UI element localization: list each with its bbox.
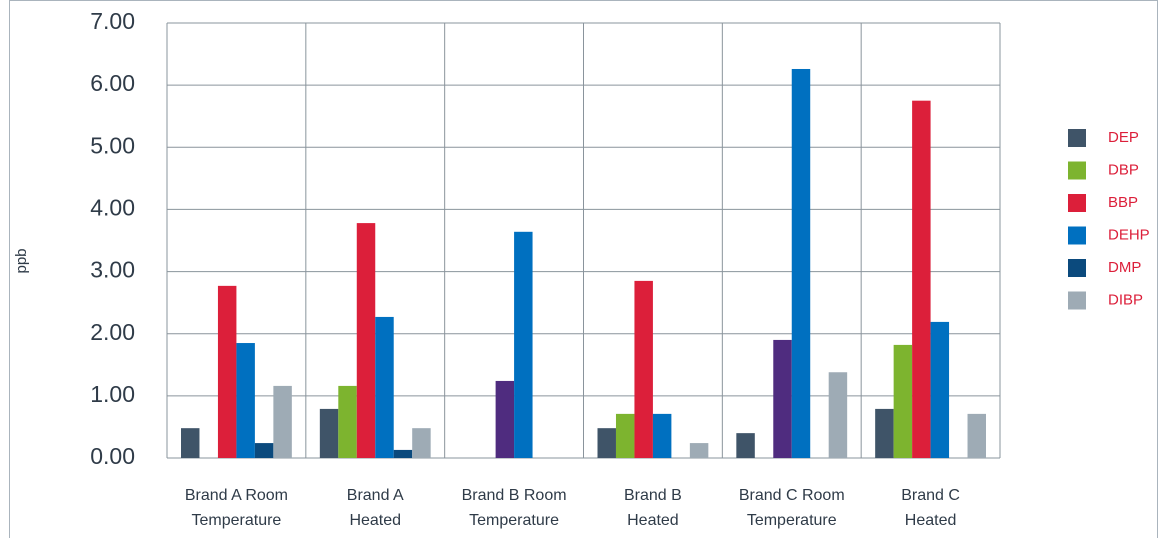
bar <box>615 413 635 458</box>
bar <box>356 223 376 458</box>
bar <box>736 433 755 458</box>
x-tick-label: Brand A <box>347 487 404 504</box>
chart-border <box>9 0 1158 543</box>
y-tick-label: 7.00 <box>90 8 135 34</box>
legend-swatch <box>1068 259 1086 277</box>
y-tick-label: 2.00 <box>90 319 135 345</box>
bar <box>217 285 237 458</box>
legend-label: DEHP <box>1108 226 1150 243</box>
y-tick-label: 4.00 <box>90 195 135 221</box>
y-tick-label: 5.00 <box>90 132 135 158</box>
x-tick-label: Temperature <box>747 512 837 529</box>
bar <box>893 344 913 458</box>
bar <box>495 380 515 458</box>
bar <box>181 428 200 458</box>
bar <box>338 385 357 458</box>
legend-label: BBP <box>1108 194 1138 211</box>
x-tick-label: Brand C Room <box>739 487 845 504</box>
legend-swatch <box>1068 291 1086 310</box>
bar <box>791 68 811 458</box>
bar <box>319 408 339 458</box>
x-tick-label: Heated <box>627 512 679 529</box>
legend-swatch <box>1068 161 1086 180</box>
legend-label: DBP <box>1108 161 1139 178</box>
legend-label: DIBP <box>1108 291 1143 308</box>
bar <box>930 321 950 458</box>
x-tick-label: Heated <box>349 512 401 529</box>
x-tick-label: Temperature <box>192 512 282 529</box>
bar <box>652 413 672 458</box>
bar <box>634 280 653 458</box>
bar <box>236 343 255 458</box>
x-tick-label: Brand A Room <box>185 487 288 504</box>
bar <box>912 100 931 458</box>
legend-swatch <box>1068 226 1086 245</box>
bar <box>875 408 894 458</box>
y-tick-label: 3.00 <box>90 257 135 283</box>
legend-label: DEP <box>1108 129 1139 146</box>
bar <box>597 428 616 458</box>
x-tick-label: Temperature <box>469 512 559 529</box>
y-tick-label: 6.00 <box>90 70 135 96</box>
bar <box>773 339 792 458</box>
bar <box>375 316 394 458</box>
bar <box>514 231 533 458</box>
bar <box>967 413 986 458</box>
legend-swatch <box>1068 129 1086 147</box>
y-tick-label: 0.00 <box>90 443 135 469</box>
x-tick-label: Brand B <box>624 487 682 504</box>
bar <box>393 449 413 458</box>
bar <box>254 443 274 458</box>
legend-swatch <box>1068 194 1086 212</box>
bar <box>689 443 709 458</box>
legend-label: DMP <box>1108 259 1141 276</box>
bar <box>412 428 431 458</box>
x-tick-label: Brand C <box>901 487 960 504</box>
bar <box>828 372 848 458</box>
x-tick-label: Brand B Room <box>462 487 567 504</box>
x-tick-label: Heated <box>905 512 957 529</box>
bar <box>273 385 292 458</box>
y-tick-label: 1.00 <box>90 381 135 407</box>
y-axis-title: ppb <box>13 248 30 273</box>
